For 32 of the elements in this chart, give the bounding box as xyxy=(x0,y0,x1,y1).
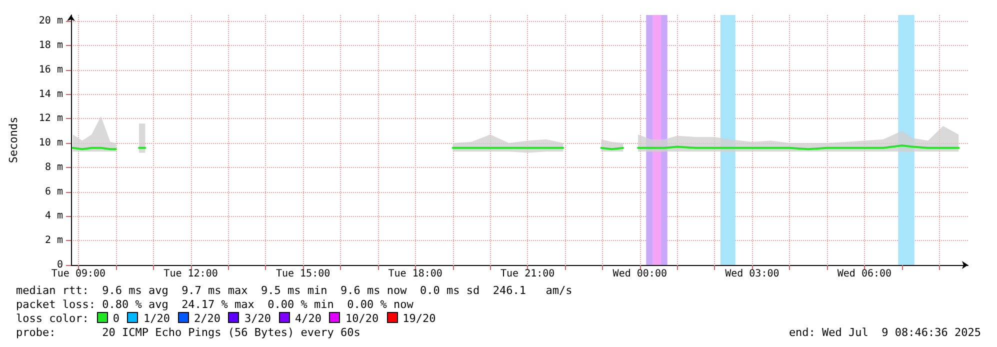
y-tick-label: 6 m xyxy=(44,186,63,198)
y-tick-label: 12 m xyxy=(38,113,63,124)
y-tick-label: 2 m xyxy=(44,235,63,246)
x-tick-label: Wed 06:00 xyxy=(837,268,892,280)
y-tick-label: 18 m xyxy=(38,40,63,51)
y-axis-title: Seconds xyxy=(7,116,20,164)
y-tick-label: 10 m xyxy=(38,138,63,149)
text: probe: 20 ICMP Echo Pings (56 Bytes) every 60s xyxy=(16,326,360,339)
text: packet loss: 0.80 % avg 24.17 % max 0.00 % min 0.00 % now xyxy=(16,298,414,311)
x-tick-label: Tue 12:00 xyxy=(164,268,218,280)
x-tick-label: Wed 00:00 xyxy=(612,268,667,280)
y-tick-label: 4 m xyxy=(44,210,63,222)
x-tick-label: Tue 09:00 xyxy=(51,268,106,280)
text: loss color: xyxy=(16,312,89,325)
x-tick-label: Tue 18:00 xyxy=(388,268,442,280)
y-tick-label: 8 m xyxy=(44,162,63,173)
text: 1/20 xyxy=(143,312,170,325)
x-tick-label: Tue 21:00 xyxy=(500,268,555,280)
text: 3/20 xyxy=(244,312,271,325)
x-tick-label: Wed 03:00 xyxy=(725,268,780,280)
y-tick-label: 20 m xyxy=(38,16,63,27)
text: median rtt: 9.6 ms avg 9.7 ms max 9.5 ms min 9.6 ms now 0.0 ms sd 246.1 am/s xyxy=(16,284,572,297)
text: end: Wed Jul 9 08:46:36 2025 xyxy=(788,326,981,340)
x-tick-label: Tue 15:00 xyxy=(276,268,330,280)
text: 2/20 xyxy=(194,312,220,325)
text: 4/20 xyxy=(294,312,322,325)
y-tick-label: 14 m xyxy=(38,88,63,100)
text: 10/20 xyxy=(345,312,379,325)
text: 0 xyxy=(112,312,120,325)
text: 19/20 xyxy=(402,312,436,325)
y-tick-label: 0 xyxy=(56,260,63,270)
y-tick-label: 16 m xyxy=(38,64,63,76)
